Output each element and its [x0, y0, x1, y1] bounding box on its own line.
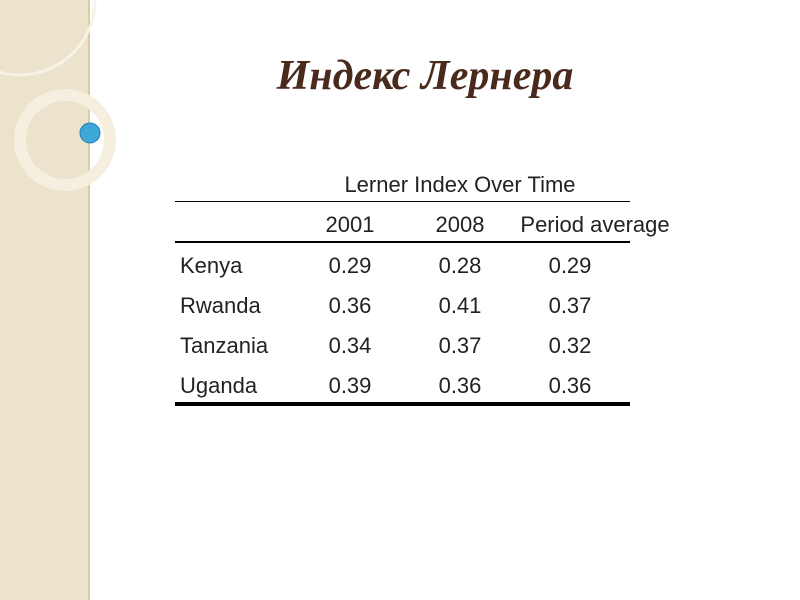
column-header: 2008: [435, 212, 485, 237]
rule: [175, 402, 630, 406]
cell-value: 0.37: [548, 293, 592, 318]
cell-value: 0.34: [328, 333, 372, 358]
cell-value: 0.41: [438, 293, 482, 318]
deco-ball: [79, 122, 101, 144]
rule: [175, 241, 630, 243]
decoration: [0, 0, 116, 191]
cell-value: 0.29: [328, 253, 372, 278]
column-header: Period average: [520, 212, 670, 237]
slide-title: Индекс Лернера: [276, 53, 574, 99]
row-label: Tanzania: [180, 333, 269, 358]
column-header: 2001: [325, 212, 375, 237]
cell-value: 0.36: [548, 373, 592, 398]
rule: [175, 201, 630, 202]
cell-value: 0.37: [438, 333, 482, 358]
row-label: Rwanda: [180, 293, 261, 318]
cell-value: 0.28: [438, 253, 482, 278]
cell-value: 0.36: [328, 293, 372, 318]
deco-ring: [14, 89, 116, 191]
cell-value: 0.36: [438, 373, 482, 398]
row-label: Kenya: [180, 253, 243, 278]
cell-value: 0.29: [548, 253, 592, 278]
cell-value: 0.32: [548, 333, 592, 358]
cell-value: 0.39: [328, 373, 372, 398]
row-label: Uganda: [180, 373, 258, 398]
deco-circle: [0, 0, 97, 77]
table-caption: Lerner Index Over Time: [344, 172, 576, 197]
